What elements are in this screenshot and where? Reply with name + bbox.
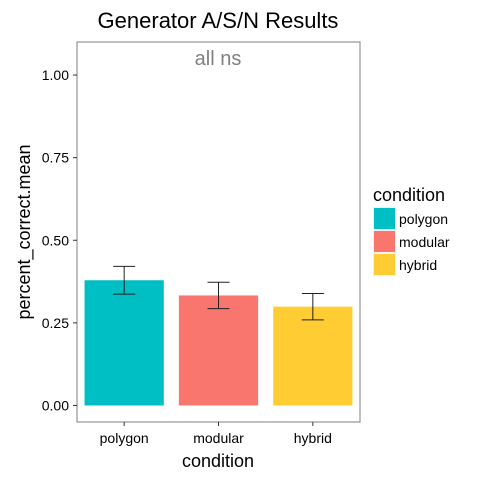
legend-item-hybrid: hybrid (373, 253, 437, 276)
y-tick-label: 0.00 (42, 397, 69, 413)
bar-hybrid (273, 306, 353, 406)
x-tick-label-modular: modular (193, 430, 244, 446)
bar-polygon (84, 280, 164, 406)
legend-item-polygon: polygon (373, 207, 448, 230)
legend-swatch (374, 254, 395, 275)
significance-annotation: all ns (195, 48, 242, 70)
x-tick-label-polygon: polygon (100, 430, 149, 446)
bars (84, 280, 353, 406)
y-tick-label: 1.00 (42, 67, 69, 83)
y-tick-label: 0.75 (42, 150, 69, 166)
legend-swatch (374, 231, 395, 252)
chart-title: Generator A/S/N Results (98, 8, 339, 33)
legend-label: modular (399, 234, 450, 250)
legend-title: condition (373, 185, 445, 205)
y-axis: 0.00 0.25 0.50 0.75 1.00 (42, 67, 77, 413)
y-tick-label: 0.25 (42, 315, 69, 331)
x-axis-title: condition (182, 451, 254, 471)
bar-modular (178, 295, 259, 406)
legend: condition polygon modular hybrid (373, 185, 450, 276)
legend-swatch (374, 208, 395, 229)
error-bars (113, 265, 324, 321)
error-bar-polygon (113, 265, 136, 295)
y-axis-title: percent_correct.mean (14, 144, 35, 319)
legend-label: polygon (399, 211, 448, 227)
x-tick-label-hybrid: hybrid (294, 430, 332, 446)
x-axis: polygon modular hybrid (100, 422, 332, 446)
error-bar-hybrid (301, 292, 324, 321)
legend-item-modular: modular (373, 230, 450, 253)
y-tick-label: 0.50 (42, 232, 69, 248)
legend-label: hybrid (399, 257, 437, 273)
error-bar-modular (207, 281, 230, 310)
